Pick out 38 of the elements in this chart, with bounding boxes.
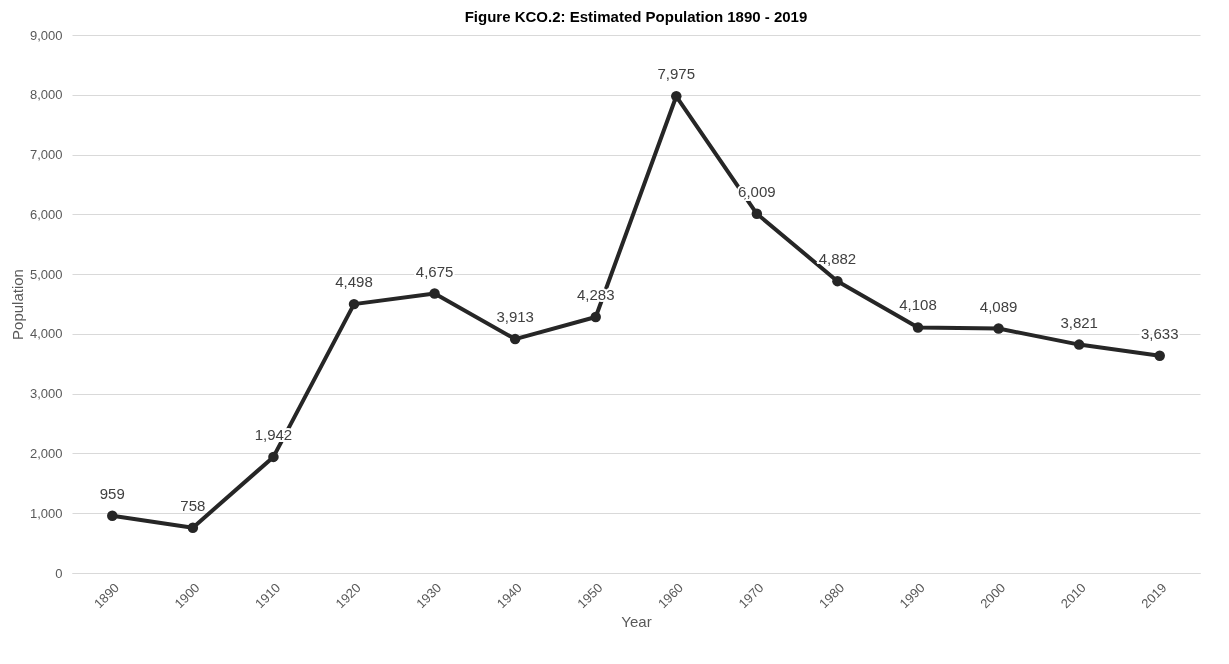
- point: [671, 91, 682, 102]
- point: [912, 322, 924, 333]
- y-tick-label: 7,000: [29, 147, 63, 163]
- data-label: 4,882: [818, 250, 857, 268]
- y-tick-label: 5,000: [29, 266, 63, 282]
- chart-title: Figure KCO.2: Estimated Population 1890 - 2019: [464, 8, 808, 25]
- data-label: 3,913: [496, 308, 534, 326]
- y-tick-label: 0: [55, 565, 63, 581]
- data-label: 4,675: [415, 262, 454, 280]
- point: [993, 323, 1004, 334]
- point: [348, 298, 360, 310]
- point: [107, 510, 118, 521]
- point: [187, 522, 199, 533]
- point: [751, 208, 763, 220]
- point: [590, 311, 601, 323]
- data-label: 4,089: [979, 297, 1018, 315]
- y-tick-label: 9,000: [29, 27, 63, 43]
- y-tick-label: 1,000: [29, 505, 63, 521]
- x-axis-title: Year: [621, 613, 652, 631]
- point: [509, 333, 521, 345]
- y-tick-label: 6,000: [29, 206, 63, 222]
- data-label: 4,498: [335, 273, 373, 291]
- data-label: 4,108: [899, 296, 937, 314]
- y-tick-label: 4,000: [29, 326, 63, 342]
- data-label: 3,633: [1140, 324, 1179, 342]
- data-label: 758: [180, 496, 206, 514]
- y-tick-label: 3,000: [29, 386, 63, 402]
- point: [1073, 339, 1085, 350]
- point: [268, 451, 279, 463]
- point: [832, 275, 843, 287]
- point: [1154, 350, 1165, 362]
- y-axis-title: Population: [8, 269, 26, 340]
- y-tick-label: 8,000: [29, 87, 63, 103]
- data-label: 7,975: [657, 65, 696, 83]
- data-label: 3,821: [1060, 313, 1098, 331]
- data-label: 959: [99, 484, 125, 502]
- point: [429, 288, 440, 299]
- y-tick-label: 2,000: [29, 445, 63, 461]
